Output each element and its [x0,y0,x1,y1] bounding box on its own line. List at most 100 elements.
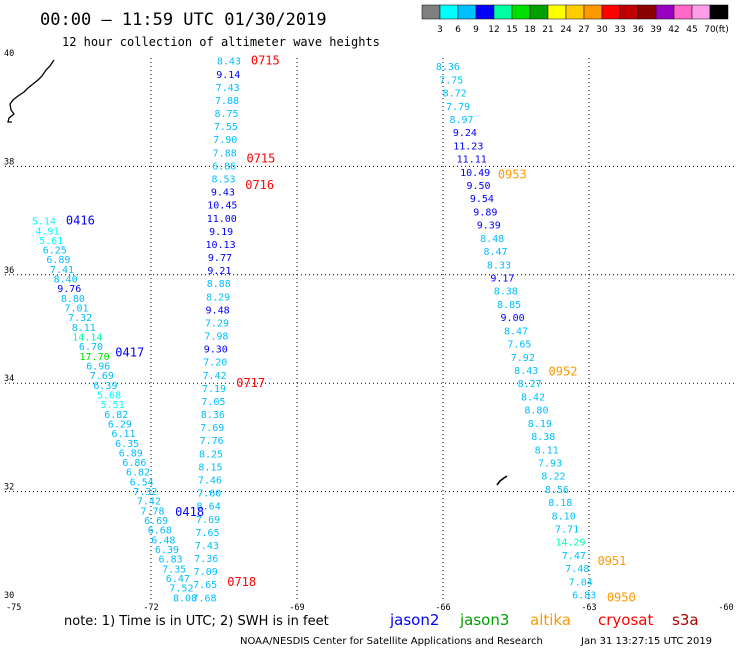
chart-title: 00:00 – 11:59 UTC 01/30/2019 [40,10,327,30]
wave-height-label: 7.20 [203,358,227,369]
coastline-shape [7,59,55,123]
wave-height-label: 7.68 [192,593,216,604]
wave-height-label: 6.48 [151,535,175,546]
color-scale-label: 18 [524,25,536,35]
satellite-legend-s3a: s3a [672,611,699,629]
wave-height-label: 8.80 [524,406,548,417]
pass-time-label: 0716 [245,178,274,192]
wave-height-label: 7.42 [203,371,227,382]
wave-height-label: 7.79 [446,102,470,113]
wave-height-label: 9.48 [206,305,230,316]
wave-height-label: 7.98 [204,332,228,343]
wave-height-label: 7.29 [205,318,229,329]
color-scale-unit: (ft) [715,25,729,35]
chart-grid [5,58,735,600]
wave-height-label: 7.78 [140,506,164,517]
wave-height-label: 6.86 [212,161,236,172]
wave-height-label: 7.88 [215,96,239,107]
wave-height-label: 9.24 [453,128,477,139]
wave-height-label: 5.14 [32,217,56,228]
color-scale-label: 15 [506,25,517,35]
wave-height-label: 14.14 [72,333,102,344]
color-scale-swatch [601,4,621,20]
color-scale-label: 24 [560,25,572,35]
wave-height-label: 8.19 [528,419,552,430]
x-tick-label: -72 [143,603,158,613]
color-scale-swatch [475,4,495,20]
wave-height-label: 6.96 [86,361,110,372]
wave-height-label: 7.52 [169,584,193,595]
satellite-legend-jason3: jason3 [459,611,509,629]
pass-time-label: 0950 [607,590,636,604]
wave-height-label: 7.47 [562,551,586,562]
wave-height-label: 8.47 [504,326,528,337]
wave-height-label: 8.75 [214,109,238,120]
color-scale-swatch [439,4,459,20]
color-scale-swatch [637,4,657,20]
satellite-legend-cryosat: cryosat [598,611,653,629]
wave-height-label: 7.01 [64,304,88,315]
wave-height-label: 6.29 [108,419,132,430]
color-scale-swatch [619,4,639,20]
wave-height-label: 7.93 [538,458,562,469]
wave-height-label: 8.22 [541,472,565,483]
wave-height-label: 8.33 [487,260,511,271]
color-scale-swatch [583,4,603,20]
pass-time-label: 0952 [549,364,578,378]
wave-height-label: 8.56 [545,485,569,496]
wave-height-label: 8.11 [72,323,96,334]
wave-height-label: 9.21 [207,266,231,277]
color-scale-swatch [565,4,585,20]
wave-height-label: 8.40 [54,275,78,286]
wave-height-label: 8.15 [198,462,222,473]
wave-height-label: 8.29 [206,292,230,303]
x-tick-label: -66 [435,603,450,613]
wave-height-label: 8.36 [436,62,460,73]
wave-height-label: 8.38 [494,287,518,298]
wave-height-label: 7.43 [195,541,219,552]
wave-height-label: 17.70 [80,352,110,363]
wave-height-label: 10.13 [206,240,236,251]
pass-time-label: 0715 [251,54,280,68]
wave-height-label: 7.19 [202,384,226,395]
pass-time-label: 0951 [597,554,626,568]
wave-height-label: 8.27 [518,379,542,390]
color-scale-label: 70 [704,25,716,35]
wave-height-label: 6.54 [130,477,154,488]
pass-time-label: 0717 [236,376,265,390]
color-scale-swatch [547,4,567,20]
color-scale-swatch [457,4,477,20]
y-tick-label: 32 [4,483,14,493]
y-tick-label: 40 [4,49,14,59]
wave-height-label: 6.82 [104,410,128,421]
wave-height-label: 8.42 [521,392,545,403]
pass-time-label: 0416 [66,214,95,228]
wave-height-label: 6.69 [144,516,168,527]
wave-height-label: 6.47 [166,574,190,585]
wave-height-label: 11.23 [453,141,483,152]
y-tick-label: 38 [4,157,14,167]
wave-height-label: 9.76 [57,284,81,295]
color-scale-swatch [709,4,729,20]
wave-height-label: 8.10 [552,511,576,522]
wave-height-label: 7.60 [197,489,221,500]
wave-height-label: 6.35 [115,439,139,450]
wave-height-label: 14.29 [555,538,585,549]
wave-height-label: 6.39 [155,545,179,556]
island-shape [496,475,508,486]
wave-height-label: 8.43 [217,57,241,68]
wave-height-label: 7.88 [213,148,237,159]
wave-height-label: 9.19 [209,227,233,238]
pass-time-label: 0953 [498,168,527,182]
wave-height-label: 9.43 [211,188,235,199]
wave-height-label: 9.89 [473,207,497,218]
wave-height-label: 6.39 [93,381,117,392]
wave-height-label: 9.17 [490,274,514,285]
wave-height-label: 6.86 [122,458,146,469]
track-1: 8.43 9.14 7.43 7.88 8.75 7.55 7.90 7.88 6.86 8.53… [192,54,279,605]
color-scale-label: 3 [437,25,443,35]
color-scale-label: 42 [668,25,679,35]
x-tick-label: -60 [718,603,733,613]
y-tick-label: 36 [4,266,14,276]
